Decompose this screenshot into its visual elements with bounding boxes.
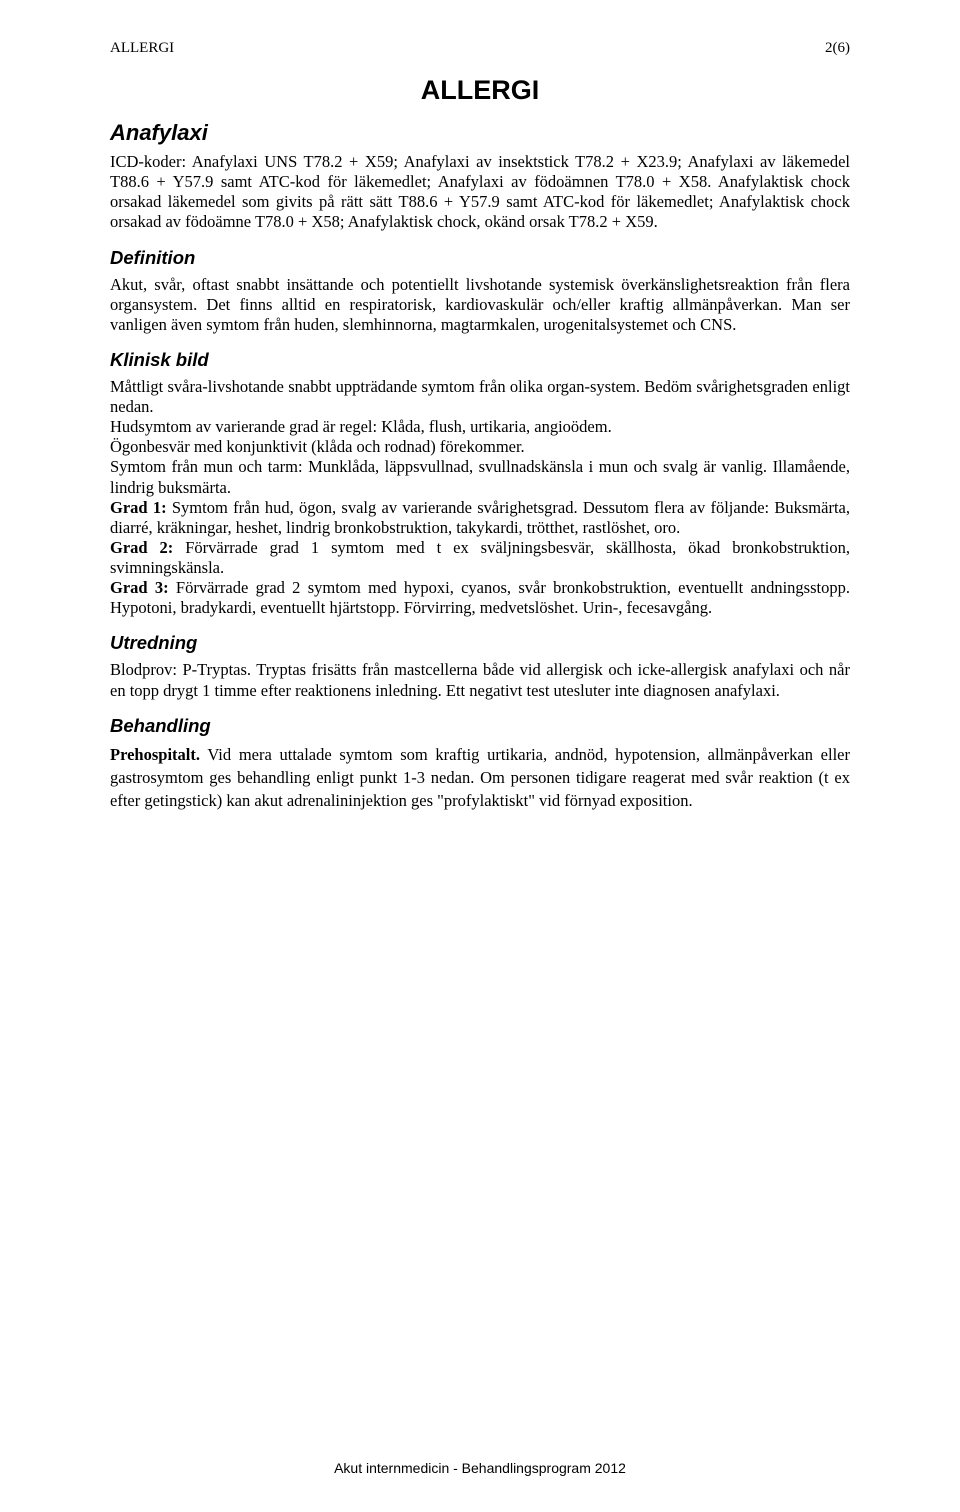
section-head-klinisk: Klinisk bild (110, 349, 850, 371)
prehospitalt-text: Vid mera uttalade symtom som kraftig urt… (110, 745, 850, 811)
section-subtitle: Anafylaxi (110, 120, 850, 146)
section-head-utredning: Utredning (110, 632, 850, 654)
behandling-text: Prehospitalt. Vid mera uttalade symtom s… (110, 743, 850, 813)
document-page: ALLERGI 2(6) ALLERGI Anafylaxi ICD-koder… (0, 0, 960, 1512)
page-title: ALLERGI (110, 75, 850, 106)
grad1-text: Symtom från hud, ögon, svalg av varieran… (110, 498, 850, 537)
section-head-behandling: Behandling (110, 715, 850, 737)
klinisk-p2: Hudsymtom av varierande grad är regel: K… (110, 417, 850, 437)
klinisk-p1: Måttligt svåra-livshotande snabbt uppträ… (110, 377, 850, 417)
klinisk-grad1: Grad 1: Symtom från hud, ögon, svalg av … (110, 498, 850, 538)
page-header: ALLERGI 2(6) (110, 40, 850, 57)
klinisk-p3: Ögonbesvär med konjunktivit (klåda och r… (110, 437, 850, 457)
header-right: 2(6) (825, 40, 850, 57)
prehospitalt-label: Prehospitalt. (110, 745, 200, 764)
icd-codes: ICD-koder: Anafylaxi UNS T78.2 + X59; An… (110, 152, 850, 233)
section-head-definition: Definition (110, 247, 850, 269)
grad2-text: Förvärrade grad 1 symtom med t ex sväljn… (110, 538, 850, 577)
grad3-label: Grad 3: (110, 578, 169, 597)
utredning-text: Blodprov: P-Tryptas. Tryptas frisätts fr… (110, 660, 850, 700)
header-left: ALLERGI (110, 40, 174, 57)
grad2-label: Grad 2: (110, 538, 173, 557)
klinisk-p4: Symtom från mun och tarm: Munklåda, läpp… (110, 457, 850, 497)
klinisk-grad2: Grad 2: Förvärrade grad 1 symtom med t e… (110, 538, 850, 578)
grad1-label: Grad 1: (110, 498, 167, 517)
definition-text: Akut, svår, oftast snabbt insättande och… (110, 275, 850, 335)
klinisk-grad3: Grad 3: Förvärrade grad 2 symtom med hyp… (110, 578, 850, 618)
klinisk-body: Måttligt svåra-livshotande snabbt uppträ… (110, 377, 850, 619)
page-footer: Akut internmedicin - Behandlingsprogram … (0, 1460, 960, 1476)
grad3-text: Förvärrade grad 2 symtom med hypoxi, cya… (110, 578, 850, 617)
